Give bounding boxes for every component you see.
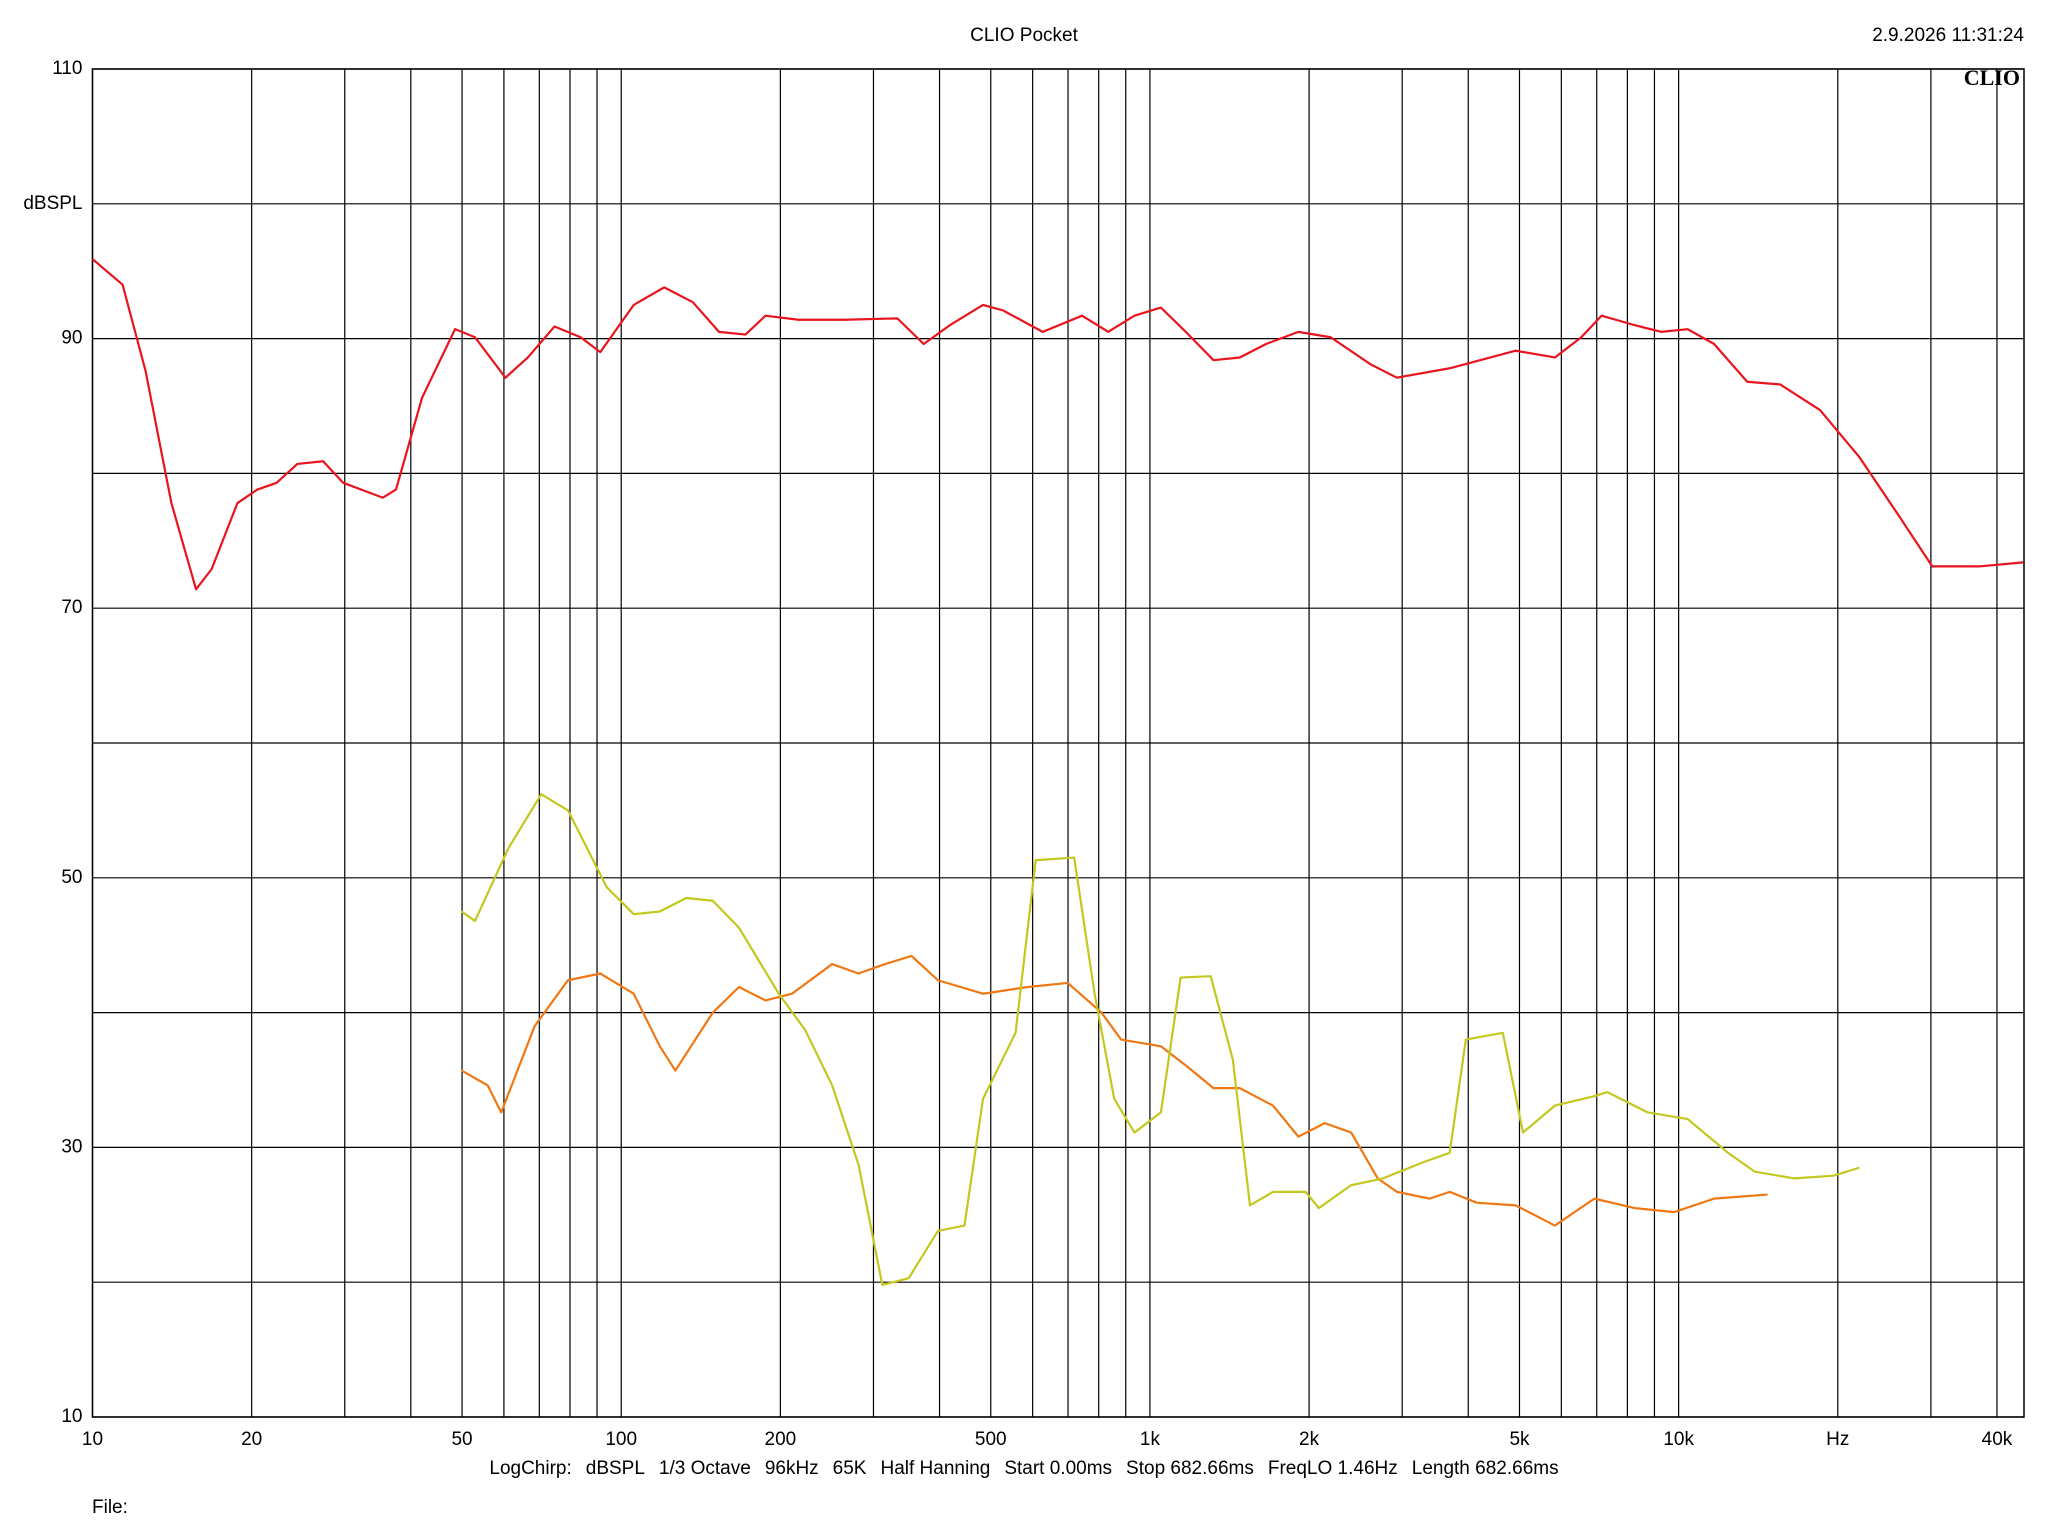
x-tick-label: 5k [1509, 1429, 1530, 1450]
x-tick-label: 200 [765, 1429, 797, 1450]
setting: 1/3 Octave [658, 1458, 751, 1479]
x-tick-label: 10k [1663, 1429, 1694, 1450]
setting: LogChirp: [489, 1458, 572, 1479]
series-line [461, 954, 1768, 1227]
series-line [460, 793, 1860, 1286]
y-tick-label: 50 [61, 867, 82, 888]
y-tick-label: 110 [52, 58, 82, 79]
file-label: File: [92, 1497, 128, 1518]
setting: 65K [832, 1458, 867, 1479]
y-tick-label: 70 [61, 597, 82, 618]
x-tick-label: 20 [241, 1429, 262, 1450]
chart-title: CLIO Pocket [970, 25, 1078, 46]
plot-frame [91, 68, 2025, 1418]
setting: FreqLO 1.46Hz [1267, 1458, 1398, 1479]
x-tick-label: 40k [1982, 1429, 2013, 1450]
setting: Length 682.66ms [1411, 1458, 1559, 1479]
x-tick-label: 100 [605, 1429, 637, 1450]
setting: 96kHz [764, 1458, 819, 1479]
setting: dBSPL [585, 1458, 645, 1479]
settings-line: LogChirp: dBSPL 1/3 Octave 96kHz 65K Half Han… [0, 1458, 2048, 1480]
x-tick-label: 2k [1299, 1429, 1320, 1450]
series-line [91, 258, 2024, 591]
x-tick-label: 50 [451, 1429, 472, 1450]
x-tick-label: 1k [1140, 1429, 1161, 1450]
x-tick-label: 500 [975, 1429, 1007, 1450]
y-tick-label: 30 [61, 1136, 82, 1157]
y-tick-label: 90 [61, 328, 82, 349]
setting: Start 0.00ms [1004, 1458, 1113, 1479]
x-tick-label: 10 [82, 1429, 103, 1450]
setting: Half Hanning [880, 1458, 991, 1479]
setting: Stop 682.66ms [1126, 1458, 1254, 1479]
x-tick-label: Hz [1826, 1429, 1849, 1450]
y-tick-label: 10 [61, 1406, 82, 1427]
y-tick-label: dBSPL [23, 193, 82, 214]
timestamp: 2.9.2026 11:31:24 [1872, 25, 2024, 46]
